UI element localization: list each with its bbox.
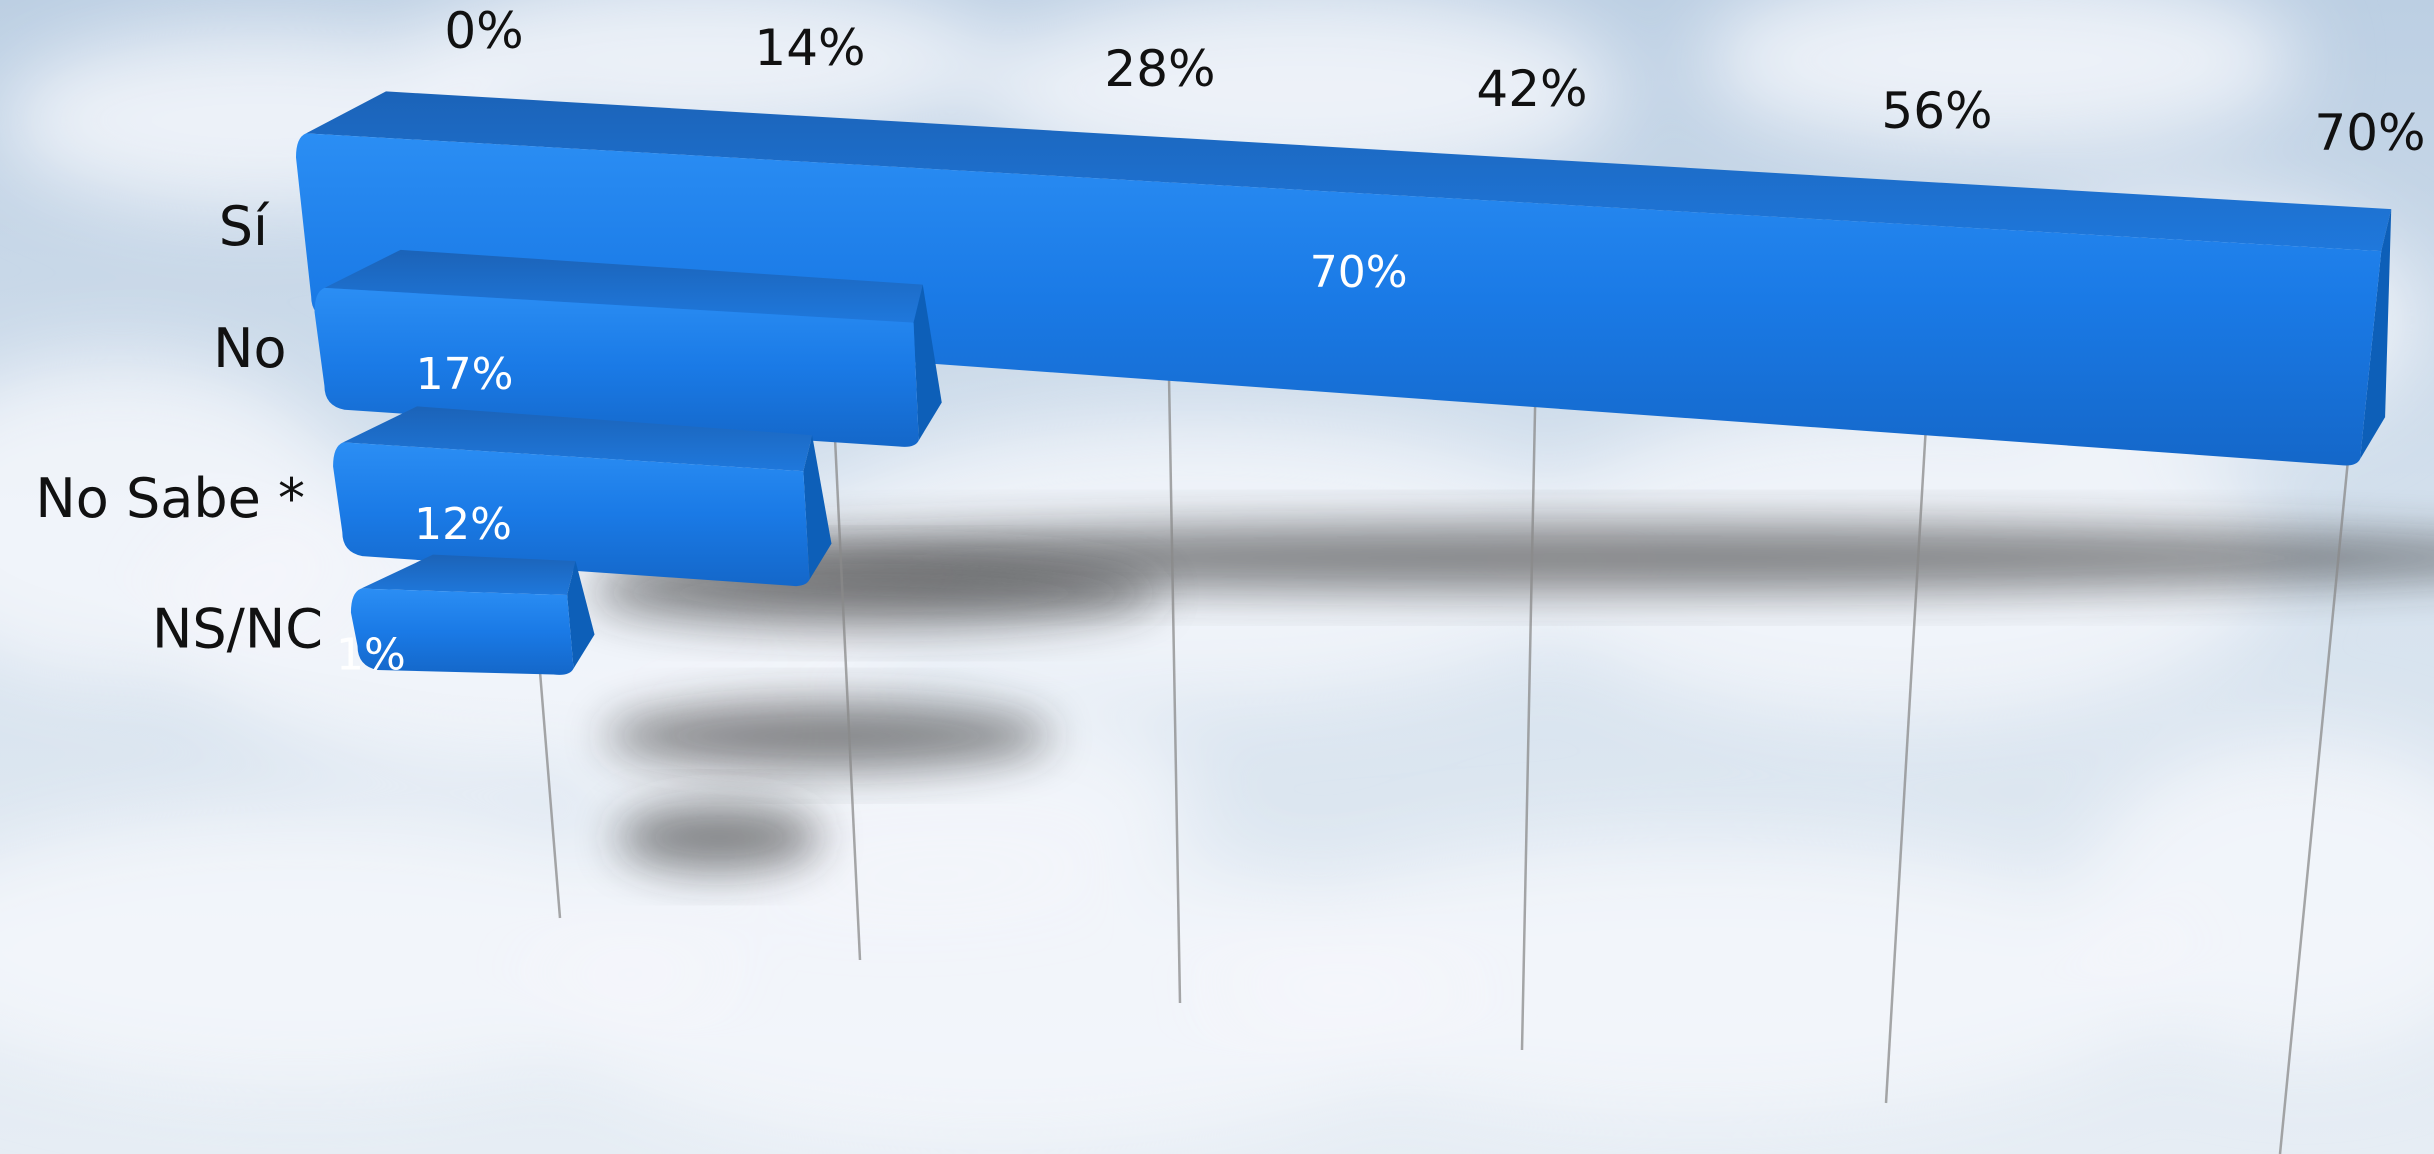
bar (295, 91, 2392, 466)
data-labels: 70% 17% 12% 1% (336, 247, 1407, 680)
bar-front-face (333, 442, 810, 587)
data-label: 1% (336, 629, 406, 680)
x-axis-tick-labels: 0% 14% 28% 42% 56% 70% (444, 2, 2425, 162)
bar-front-face (295, 133, 2382, 466)
bar-top-face (305, 91, 2392, 252)
data-label: 70% (1310, 247, 1408, 298)
x-tick-label: 0% (444, 2, 523, 60)
data-label: 17% (416, 349, 514, 400)
bar-front-face (350, 588, 574, 675)
bars (295, 91, 2392, 675)
bar-top-face (324, 249, 923, 323)
bar-end-face (803, 435, 832, 580)
bar-top-face (343, 406, 813, 472)
bar-shadow (604, 701, 1053, 770)
bar (350, 554, 595, 675)
category-labels: Sí No No Sabe * NS/NC (35, 195, 323, 660)
category-label: Sí (219, 195, 270, 258)
bar (314, 249, 942, 447)
category-label: No Sabe * (35, 467, 305, 530)
category-label: NS/NC (152, 597, 323, 660)
x-tick-label: 70% (2314, 104, 2425, 162)
x-tick-label: 56% (1881, 82, 1992, 140)
bar-end-face (913, 284, 942, 441)
category-label: No (213, 317, 286, 380)
x-tick-label: 42% (1476, 60, 1587, 118)
x-tick-label: 14% (754, 19, 865, 77)
bar-end-face (567, 561, 595, 669)
bar-shadow (616, 803, 822, 872)
bar-end-face (2360, 209, 2392, 460)
bar (333, 406, 832, 587)
x-tick-label: 28% (1104, 40, 1215, 98)
bar-top-face (360, 554, 576, 596)
data-label: 12% (414, 499, 512, 550)
bar-front-face (314, 287, 919, 447)
